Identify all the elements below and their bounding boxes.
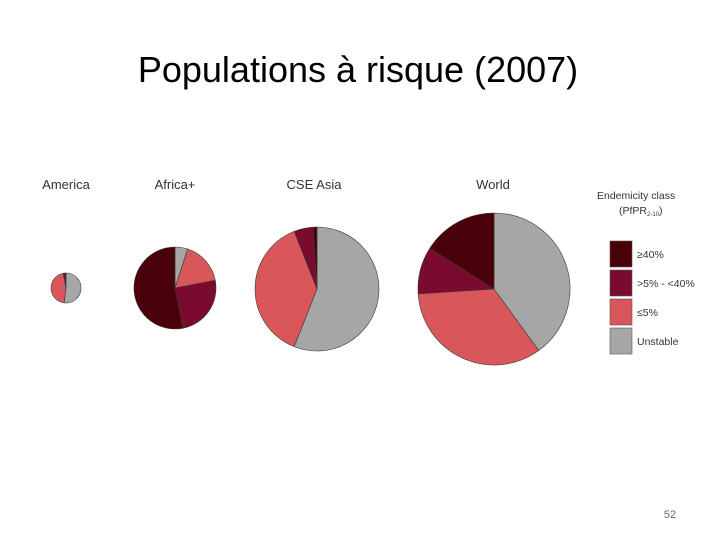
legend-title: Endemicity class: [597, 190, 675, 202]
pie-title: Africa+: [155, 177, 196, 192]
legend-swatch: [609, 327, 633, 355]
legend-swatch: [609, 240, 633, 268]
pie-slice: [63, 272, 82, 304]
pie-title: World: [476, 177, 510, 192]
legend-title-part: ): [659, 205, 663, 217]
pie-slice: [293, 226, 380, 352]
legend-label: >5% - <40%: [637, 278, 695, 290]
legend-label: Unstable: [637, 336, 679, 348]
legend-title-part: (PfPR: [619, 205, 647, 217]
pie-slice: [429, 212, 495, 290]
legend-label: ≥40%: [637, 249, 664, 261]
legend-label: ≤5%: [637, 307, 658, 319]
page-number: 52: [664, 509, 676, 521]
legend-title: (PfPR2-10): [619, 205, 663, 218]
pie-slice: [254, 230, 318, 348]
pie-slice: [312, 226, 318, 290]
pie-slice: [133, 246, 184, 330]
pie-slice: [493, 212, 571, 351]
pie-title: CSE Asia: [287, 177, 343, 192]
slide-title: Populations à risque (2007): [138, 49, 578, 90]
pie-slice: [50, 272, 67, 304]
pie-slice: [174, 248, 216, 289]
legend-title-sub: 2-10: [647, 212, 660, 218]
legend-swatch: [609, 269, 633, 297]
pie-title: America: [42, 177, 90, 192]
legend-swatch: [609, 298, 633, 326]
pie-slice: [64, 272, 67, 289]
pie-slice: [174, 279, 217, 329]
pie-slice: [417, 288, 540, 366]
